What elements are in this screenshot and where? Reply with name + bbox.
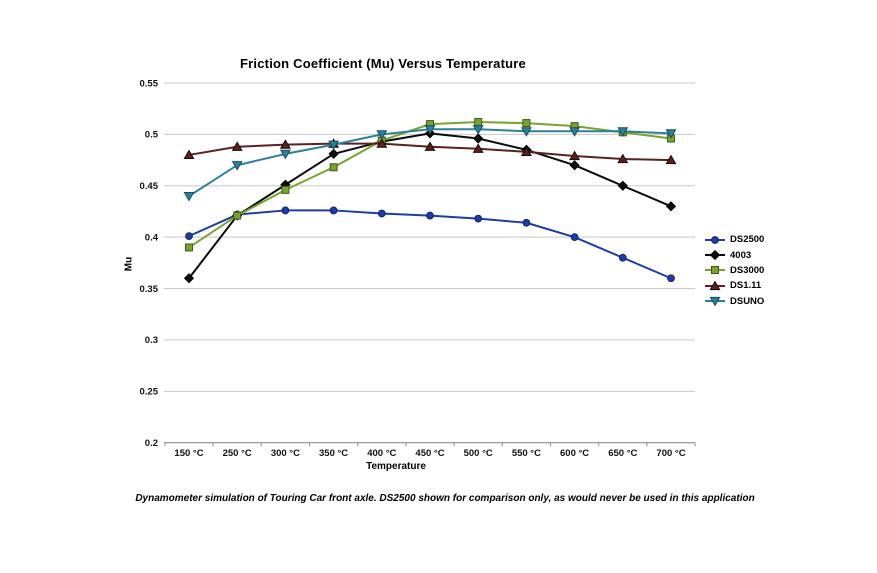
data-point-DSUNO [328,140,340,151]
data-point-DS2500 [618,253,627,262]
data-point-DS1.11 [279,139,291,149]
data-point-4003 [617,180,628,191]
data-point-DS2500 [426,211,434,220]
data-point-DS3000 [233,211,242,220]
data-point-DS1.11 [424,141,436,151]
y-tick-label: 0.4 [145,232,159,243]
x-tick-label: 400 °C [367,448,396,459]
data-point-DS2500 [329,206,338,215]
data-point-DSUNO [231,161,243,171]
legend-marker-DS2500 [705,235,725,244]
legend-label: DS1.11 [730,280,762,292]
data-point-DS1.11 [472,143,484,153]
data-point-DS3000 [474,118,483,127]
data-point-4003 [328,148,339,160]
data-point-DS2500 [667,274,675,283]
data-point-DSUNO [279,149,291,160]
data-point-DSUNO [617,127,629,137]
data-point-DS1.11 [183,149,195,160]
y-tick-label: 0.2 [145,438,158,449]
data-point-4003 [183,273,195,284]
legend-label: DSUNO [730,295,765,307]
y-tick-label: 0.3 [145,335,158,346]
legend-label: DS2500 [730,234,765,246]
data-point-DS2500 [522,218,531,227]
data-point-DS2500 [474,214,483,223]
legend-item-DSUNO: DSUNO [704,294,764,309]
legend-marker-glyph [711,235,719,244]
data-point-DS2500 [377,209,386,218]
x-tick-label: 250 °C [223,448,252,459]
data-point-4003 [665,201,677,212]
legend-marker-glyph [709,280,721,290]
legend: DS2500 4003 DS3000 DS1.11 DSUNO [704,232,764,309]
data-point-DSUNO [183,191,195,202]
legend-marker-glyph [709,297,721,307]
y-tick-label: 0.25 [140,387,159,398]
data-point-DSUNO [665,129,677,139]
x-tick-label: 600 °C [560,448,589,459]
data-point-DS3000 [522,119,531,128]
data-point-4003 [473,133,484,144]
legend-item-4003: 4003 [704,247,764,262]
x-axis-title: Temperature [366,461,426,472]
data-point-DS2500 [185,232,193,241]
data-point-DS3000 [329,163,338,172]
data-point-DSUNO [569,127,581,137]
chart-title: Friction Coefficient (Mu) Versus Tempera… [240,56,526,71]
y-tick-label: 0.45 [140,181,159,192]
data-point-DSUNO [472,125,484,135]
legend-item-DS3000: DS3000 [704,263,764,278]
data-point-DS3000 [185,243,193,252]
series-line-4003 [188,132,672,280]
y-axis-title: Mu [123,256,135,272]
legend-label: 4003 [730,249,752,261]
legend-marker-glyph [711,266,719,275]
data-point-DS1.11 [376,138,388,148]
legend-item-DS1.11: DS1.11 [704,278,764,293]
x-tick-label: 300 °C [271,448,300,459]
data-point-DSUNO [376,130,388,140]
y-tick-label: 0.55 [140,78,159,89]
x-tick-label: 700 °C [656,448,685,459]
series-line-DS2500 [188,209,672,280]
legend-marker-glyph [709,249,721,261]
data-point-DSUNO [520,127,532,137]
legend-label: DS3000 [730,264,765,276]
x-tick-label: 550 °C [512,448,541,459]
x-tick-label: 450 °C [415,448,444,459]
y-tick-label: 0.35 [140,284,159,295]
legend-item-DS2500: DS2500 [704,232,764,247]
x-tick-label: 350 °C [319,448,348,459]
data-point-DS3000 [281,185,290,194]
series-line-DS3000 [188,121,672,249]
data-point-DS1.11 [617,153,629,164]
data-point-DS2500 [570,233,579,242]
legend-marker-DS1.11 [705,280,725,290]
x-tick-label: 650 °C [608,448,637,459]
legend-marker-4003 [705,249,725,261]
data-point-DS1.11 [665,154,677,165]
data-point-DS1.11 [231,141,243,151]
legend-marker-DSUNO [705,297,725,307]
data-point-DS1.11 [520,146,532,156]
legend-marker-DS3000 [705,266,725,275]
data-point-4003 [569,160,580,171]
data-point-DS1.11 [569,150,581,161]
data-point-DSUNO [424,125,436,135]
x-tick-label: 150 °C [174,448,203,459]
y-tick-label: 0.5 [145,130,159,141]
chart-footnote: Dynamometer simulation of Touring Car fr… [135,493,755,504]
x-tick-label: 500 °C [464,448,493,459]
data-point-DS2500 [281,206,290,215]
